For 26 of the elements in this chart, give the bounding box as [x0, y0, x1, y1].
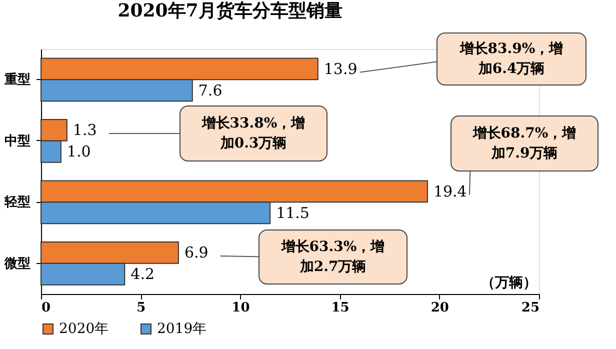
data-label: 1.0 [66, 142, 91, 161]
annotation: 增长33.8%，增加0.3万辆 [200, 116, 306, 152]
x-tick-label: 10 [232, 300, 250, 316]
data-label: 1.3 [72, 121, 97, 140]
chart-title: 2020年7月货车分车型销量 [118, 0, 342, 22]
y-tick-label: 微型 [4, 256, 30, 272]
y-tick-label: 重型 [4, 72, 30, 88]
x-tick-label: 20 [430, 300, 449, 316]
legend-label: 2019年 [157, 321, 207, 337]
data-label: 19.4 [433, 182, 467, 200]
annotation: 增长83.9%，增加6.4万辆 [458, 41, 564, 77]
data-label: 6.9 [184, 244, 208, 262]
y-tick-label: 中型 [4, 134, 30, 149]
data-label: 13.9 [324, 60, 358, 78]
y-tick-label: 轻型 [4, 195, 30, 210]
data-label: 7.6 [198, 81, 222, 100]
data-label: 4.2 [130, 265, 155, 284]
annotation: 增长68.7%，增加7.9万辆 [472, 126, 576, 162]
x-tick-label: 0 [42, 300, 51, 316]
data-label: 11.5 [276, 204, 310, 222]
legend-label: 2020年 [59, 321, 109, 337]
x-tick-label: 5 [136, 300, 146, 316]
x-tick-label: 25 [521, 300, 540, 316]
annotation: 增长63.3%，增加2.7万辆 [280, 239, 385, 275]
x-tick-label: 15 [331, 300, 350, 316]
x-axis-title: （万辆） [481, 275, 537, 291]
